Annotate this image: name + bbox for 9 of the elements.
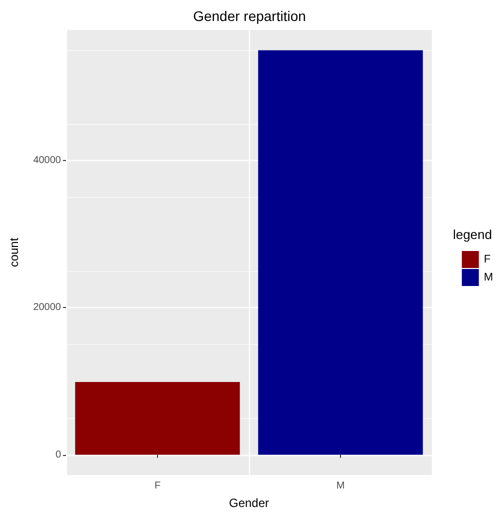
legend-title: legend [452,227,492,242]
x-axis-title: Gender [228,496,270,510]
legend-label: M [484,272,494,284]
legend-label: F [484,254,491,266]
y-axis-title: count [7,237,21,268]
chart-title: Gender repartition [193,8,306,24]
y-tick-label: 0 [55,449,62,460]
y-tick-label: 40000 [33,155,62,166]
y-tick-label: 20000 [33,302,62,314]
